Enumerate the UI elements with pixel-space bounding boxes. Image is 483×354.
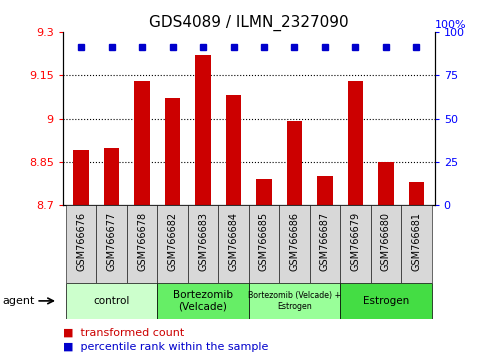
Bar	[66, 283, 157, 319]
Text: control: control	[93, 296, 130, 306]
Bar	[348, 81, 363, 205]
Bar	[73, 150, 89, 205]
Bar	[256, 179, 271, 205]
Bar	[157, 283, 249, 319]
Text: GSM766678: GSM766678	[137, 212, 147, 271]
Text: GSM766681: GSM766681	[412, 212, 421, 270]
Bar	[401, 205, 432, 283]
Text: 100%: 100%	[435, 20, 466, 30]
Text: agent: agent	[2, 296, 35, 306]
Bar	[104, 148, 119, 205]
Bar	[226, 96, 241, 205]
Bar	[66, 205, 96, 283]
Text: GSM766683: GSM766683	[198, 212, 208, 270]
Bar	[279, 205, 310, 283]
Bar	[409, 182, 424, 205]
Text: GSM766685: GSM766685	[259, 212, 269, 271]
Bar	[196, 55, 211, 205]
Text: Bortezomib (Velcade) +
Estrogen: Bortezomib (Velcade) + Estrogen	[248, 291, 341, 310]
Bar	[188, 205, 218, 283]
Text: GSM766686: GSM766686	[289, 212, 299, 270]
Text: GSM766684: GSM766684	[228, 212, 239, 270]
Text: Bortezomib
(Velcade): Bortezomib (Velcade)	[173, 290, 233, 312]
Bar	[340, 205, 370, 283]
Text: GSM766677: GSM766677	[107, 212, 116, 271]
Text: Estrogen: Estrogen	[363, 296, 409, 306]
Bar	[218, 205, 249, 283]
Bar	[249, 283, 340, 319]
Text: GSM766680: GSM766680	[381, 212, 391, 270]
Bar	[127, 205, 157, 283]
Text: ■  percentile rank within the sample: ■ percentile rank within the sample	[63, 342, 268, 352]
Bar	[370, 205, 401, 283]
Text: GSM766676: GSM766676	[76, 212, 86, 271]
Bar	[340, 283, 432, 319]
Text: GSM766682: GSM766682	[168, 212, 178, 271]
Bar	[165, 98, 180, 205]
Bar	[287, 121, 302, 205]
Bar	[378, 162, 394, 205]
Bar	[249, 205, 279, 283]
Bar	[310, 205, 340, 283]
Bar	[96, 205, 127, 283]
Text: ■  transformed count: ■ transformed count	[63, 328, 184, 338]
Text: GSM766679: GSM766679	[351, 212, 360, 271]
Title: GDS4089 / ILMN_2327090: GDS4089 / ILMN_2327090	[149, 14, 349, 30]
Bar	[157, 205, 188, 283]
Bar	[317, 176, 333, 205]
Bar	[134, 81, 150, 205]
Text: GSM766687: GSM766687	[320, 212, 330, 271]
